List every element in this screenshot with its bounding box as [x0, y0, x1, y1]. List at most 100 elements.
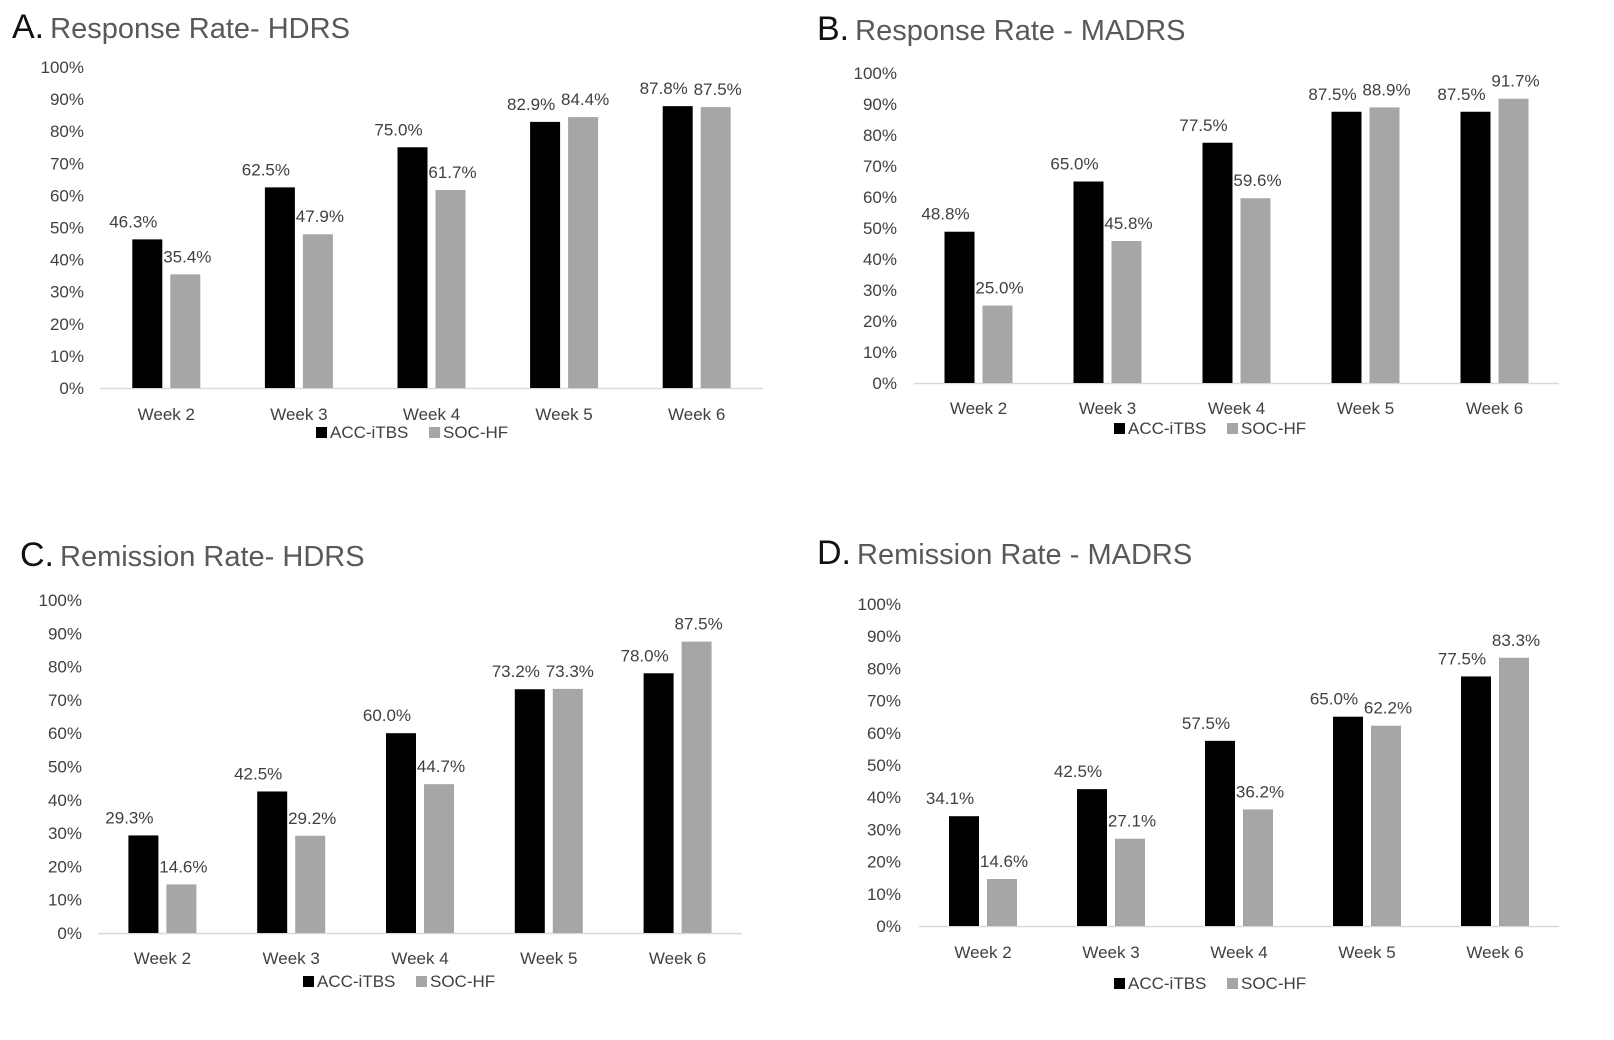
data-label-acc-itbs: 87.8%: [640, 79, 688, 98]
chart-panel-a: A. Response Rate- HDRS 0% 10% 20% 30% 40% 50% 6…: [0, 0, 807, 520]
bar-soc-hf: [295, 835, 326, 933]
data-label-acc-itbs: 87.5%: [1308, 85, 1356, 104]
bar-soc-hf: [552, 688, 583, 933]
bar-soc-hf: [700, 107, 731, 388]
bar-chart-a: 0% 10% 20% 30% 40% 50% 60% 70% 80% 90% 100% Week 2 4…: [41, 58, 763, 442]
y-tick-label: 20%: [863, 312, 897, 331]
y-tick-label: 30%: [867, 820, 901, 839]
data-label-soc-hf: 91.7%: [1491, 72, 1539, 91]
y-tick-label: 50%: [50, 219, 84, 238]
data-label-soc-hf: 36.2%: [1236, 782, 1284, 801]
bar-soc-hf: [435, 189, 466, 388]
y-tick-label: 60%: [863, 188, 897, 207]
x-category-label: Week 4: [1210, 943, 1267, 962]
y-tick-label: 0%: [57, 924, 82, 943]
data-label-acc-itbs: 77.5%: [1179, 116, 1227, 135]
data-label-acc-itbs: 78.0%: [620, 646, 668, 665]
x-category-label: Week 2: [950, 399, 1007, 418]
data-label-soc-hf: 29.2%: [288, 809, 336, 828]
y-tick-label: 0%: [59, 379, 84, 398]
bar-acc-itbs: [397, 147, 428, 388]
data-label-soc-hf: 47.9%: [296, 207, 344, 226]
x-category-label: Week 5: [535, 405, 592, 424]
x-category-label: Week 5: [520, 949, 577, 968]
chart-title-c: C. Remission Rate- HDRS: [20, 536, 365, 575]
legend-swatch-soc-hf: [429, 427, 440, 438]
x-category-label: Week 2: [954, 943, 1011, 962]
bar-acc-itbs: [128, 835, 159, 933]
legend: ACC-iTBS SOC-HF: [316, 423, 508, 442]
y-tick-label: 90%: [48, 624, 82, 643]
legend-label-acc-itbs: ACC-iTBS: [1128, 974, 1206, 993]
y-tick-label: 10%: [48, 891, 82, 910]
legend-swatch-soc-hf: [1227, 978, 1238, 989]
x-category-label: Week 5: [1338, 943, 1395, 962]
data-label-acc-itbs: 75.0%: [374, 120, 422, 139]
x-category-label: Week 2: [134, 949, 191, 968]
x-category-label: Week 3: [263, 949, 320, 968]
y-tick-label: 40%: [863, 250, 897, 269]
bar-soc-hf: [1369, 107, 1400, 383]
chart-title-text-c: Remission Rate- HDRS: [60, 541, 365, 573]
y-tick-label: 0%: [872, 374, 897, 393]
data-label-soc-hf: 73.3%: [546, 662, 594, 681]
y-tick-label: 100%: [854, 64, 897, 83]
bar-acc-itbs: [257, 791, 288, 933]
data-label-soc-hf: 35.4%: [163, 247, 211, 266]
legend: ACC-iTBS SOC-HF: [1114, 974, 1306, 993]
bar-acc-itbs: [132, 239, 163, 388]
data-label-acc-itbs: 46.3%: [109, 212, 157, 231]
data-label-soc-hf: 45.8%: [1104, 214, 1152, 233]
x-category-label: Week 4: [1208, 399, 1265, 418]
data-label-acc-itbs: 29.3%: [105, 808, 153, 827]
bar-soc-hf: [568, 117, 599, 389]
bar-acc-itbs: [643, 673, 674, 933]
y-tick-label: 90%: [863, 95, 897, 114]
legend-swatch-acc-itbs: [1114, 978, 1125, 989]
chart-panel-b: B. Response Rate - MADRS 0% 10% 20% 30% 40% 50…: [807, 0, 1614, 520]
data-label-acc-itbs: 34.1%: [926, 789, 974, 808]
y-tick-label: 90%: [50, 90, 84, 109]
y-tick-label: 80%: [48, 658, 82, 677]
data-label-acc-itbs: 57.5%: [1182, 714, 1230, 733]
legend-swatch-acc-itbs: [316, 427, 327, 438]
chart-title-text-a: Response Rate- HDRS: [50, 13, 350, 45]
data-label-acc-itbs: 77.5%: [1438, 649, 1486, 668]
y-tick-label: 70%: [867, 692, 901, 711]
y-tick-label: 20%: [48, 857, 82, 876]
bar-soc-hf: [987, 878, 1017, 926]
y-tick-label: 20%: [50, 315, 84, 334]
data-label-acc-itbs: 73.2%: [492, 662, 540, 681]
x-category-label: Week 4: [403, 405, 460, 424]
x-category-label: Week 3: [270, 405, 327, 424]
bar-acc-itbs: [1202, 142, 1233, 383]
data-label-soc-hf: 61.7%: [428, 163, 476, 182]
chart-title-a: A. Response Rate- HDRS: [12, 8, 350, 47]
chart-title-text-b: Response Rate - MADRS: [855, 15, 1186, 47]
y-tick-label: 10%: [867, 885, 901, 904]
y-tick-label: 60%: [867, 724, 901, 743]
bar-acc-itbs: [264, 187, 295, 388]
data-label-soc-hf: 44.7%: [417, 757, 465, 776]
legend-label-acc-itbs: ACC-iTBS: [1128, 419, 1206, 438]
bar-soc-hf: [1371, 725, 1401, 926]
legend-label-soc-hf: SOC-HF: [443, 423, 508, 442]
bar-acc-itbs: [949, 816, 979, 926]
x-category-label: Week 3: [1079, 399, 1136, 418]
bar-soc-hf: [1111, 241, 1142, 383]
panel-letter-d: D.: [817, 534, 851, 572]
data-label-soc-hf: 84.4%: [561, 90, 609, 109]
bar-chart-c: 0% 10% 20% 30% 40% 50% 60% 70% 80% 90% 100% Week 2 2…: [39, 591, 742, 991]
y-tick-label: 40%: [48, 791, 82, 810]
bar-soc-hf: [166, 884, 197, 933]
bar-acc-itbs: [1333, 716, 1363, 926]
legend-label-acc-itbs: ACC-iTBS: [330, 423, 408, 442]
y-tick-label: 60%: [50, 186, 84, 205]
bar-acc-itbs: [386, 733, 416, 933]
bar-soc-hf: [1240, 198, 1271, 383]
y-tick-label: 20%: [867, 853, 901, 872]
y-tick-label: 100%: [858, 595, 901, 614]
data-label-soc-hf: 25.0%: [975, 279, 1023, 298]
y-tick-label: 50%: [867, 756, 901, 775]
data-label-acc-itbs: 82.9%: [507, 95, 555, 114]
